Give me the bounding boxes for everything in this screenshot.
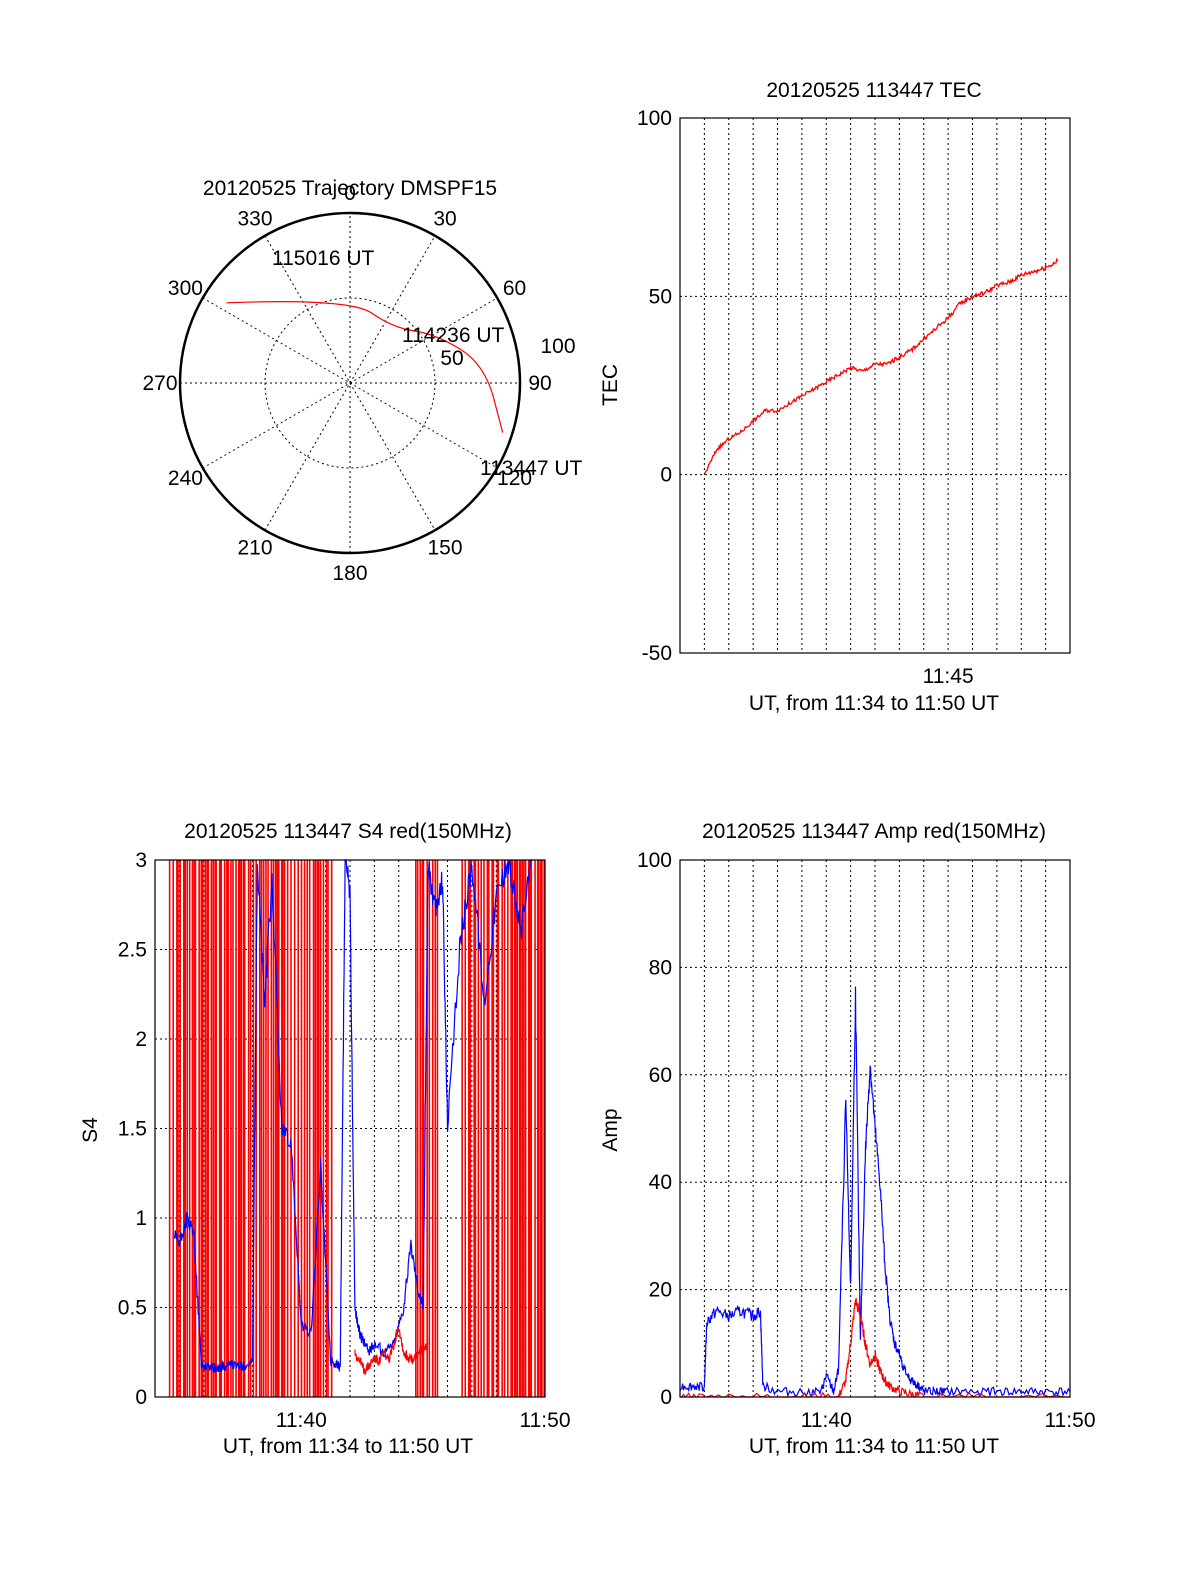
- polar-angle-label: 0: [344, 182, 356, 205]
- polar-angle-label: 120: [497, 467, 532, 490]
- tec-y-tick-label: -50: [642, 642, 672, 665]
- polar-angle-label: 150: [427, 537, 462, 560]
- s4-x-ticks: 11:40 11:50: [276, 1409, 571, 1432]
- track-annotation-end: 115016 UT: [272, 247, 375, 270]
- polar-angle-label: 330: [237, 207, 272, 230]
- polar-spokes: [180, 213, 520, 553]
- s4-y-tick-label: 3: [135, 849, 147, 872]
- s4-x-tick-label: 11:50: [520, 1409, 571, 1432]
- tec-y-tick-label: 100: [637, 107, 672, 130]
- tec-series: [704, 257, 1059, 474]
- amp-y-tick-label: 80: [649, 956, 672, 979]
- tec-y-tick-label: 50: [649, 285, 672, 308]
- polar-angle-label: 240: [168, 467, 203, 490]
- amp-x-ticks: 11:40 11:50: [801, 1409, 1096, 1432]
- amp-y-ticks: 100 80 60 40 20 0: [637, 849, 672, 1409]
- s4-y-label: S4: [79, 1117, 102, 1143]
- amp-x-label: UT, from 11:34 to 11:50 UT: [749, 1435, 999, 1458]
- polar-angle-label: 210: [237, 537, 272, 560]
- amp-y-tick-label: 100: [637, 849, 672, 872]
- tec-panel: 20120525 113447 TEC 100 50 0 -50 11:45 UT, …: [599, 79, 1071, 715]
- amp-x-tick-label: 11:40: [801, 1409, 852, 1432]
- s4-title: 20120525 113447 S4 red(150MHz): [184, 820, 512, 843]
- s4-y-tick-label: 2: [135, 1028, 147, 1051]
- track-annotation-start: 113447 UT: [480, 457, 583, 480]
- s4-y-tick-label: 0.5: [118, 1297, 147, 1320]
- polar-angle-label: 30: [433, 207, 456, 230]
- amp-y-label: Amp: [599, 1108, 622, 1151]
- tec-x-tick-label: 11:45: [923, 665, 974, 688]
- polar-radial-label-100: 100: [540, 335, 575, 358]
- s4-x-label: UT, from 11:34 to 11:50 UT: [223, 1435, 473, 1458]
- amp-series-line: [679, 986, 1071, 1398]
- s4-y-tick-label: 2.5: [118, 939, 147, 962]
- amp-plot-frame: [679, 859, 1071, 1398]
- tec-grid: [680, 118, 1070, 653]
- s4-x-tick-label: 11:40: [276, 1409, 327, 1432]
- amp-y-tick-label: 40: [649, 1171, 672, 1194]
- polar-spoke-150: [264, 235, 436, 531]
- satellite-track: [226, 301, 504, 433]
- s4-y-tick-label: 1.5: [118, 1118, 147, 1141]
- polar-angle-label: 180: [332, 562, 367, 585]
- s4-y-tick-label: 0: [135, 1386, 147, 1409]
- trajectory-polar-panel: 20120525 Trajectory DMSPF15 0 30 60 90 120 15…: [142, 177, 582, 585]
- amp-y-tick-label: 20: [649, 1279, 672, 1302]
- s4-plot-frame: [154, 859, 546, 1398]
- amp-y-tick-label: 0: [660, 1386, 672, 1409]
- tec-title: 20120525 113447 TEC: [766, 79, 981, 102]
- amp-series-line: [680, 1298, 1070, 1398]
- tec-y-label: TEC: [599, 364, 622, 406]
- polar-angle-label: 270: [142, 372, 177, 395]
- s4-series: [168, 859, 545, 1397]
- s4-y-ticks: 3 2.5 2 1.5 1 0.5 0: [118, 849, 147, 1409]
- amp-title: 20120525 113447 Amp red(150MHz): [702, 820, 1046, 843]
- amp-grid: [680, 860, 1070, 1397]
- polar-angle-label: 60: [503, 277, 526, 300]
- amp-panel: 20120525 113447 Amp red(150MHz) 100 80 60 4…: [599, 820, 1096, 1458]
- s4-series-line: [354, 1326, 429, 1376]
- track-annotation-mid: 114236 UT: [402, 324, 505, 347]
- s4-panel: 20120525 113447 S4 red(150MHz) 3 2.5 2 1.5 1…: [79, 820, 571, 1458]
- amp-y-tick-label: 60: [649, 1064, 672, 1087]
- tec-plot-frame: [679, 117, 1071, 654]
- polar-angle-label: 90: [528, 372, 551, 395]
- polar-title: 20120525 Trajectory DMSPF15: [203, 177, 497, 200]
- amp-x-tick-label: 11:50: [1045, 1409, 1096, 1432]
- s4-series-line: [173, 859, 533, 1373]
- s4-y-tick-label: 1: [135, 1207, 147, 1230]
- polar-radial-label-50: 50: [440, 347, 463, 370]
- tec-series-line: [704, 257, 1059, 474]
- tec-y-ticks: 100 50 0 -50: [637, 107, 672, 665]
- tec-y-tick-label: 0: [660, 464, 672, 487]
- polar-angle-labels: 0 30 60 90 120 150 180 210 240 270 300 330: [142, 182, 551, 585]
- polar-angle-label: 300: [168, 277, 203, 300]
- tec-x-label: UT, from 11:34 to 11:50 UT: [749, 692, 999, 715]
- tec-x-ticks: 11:45: [923, 665, 974, 688]
